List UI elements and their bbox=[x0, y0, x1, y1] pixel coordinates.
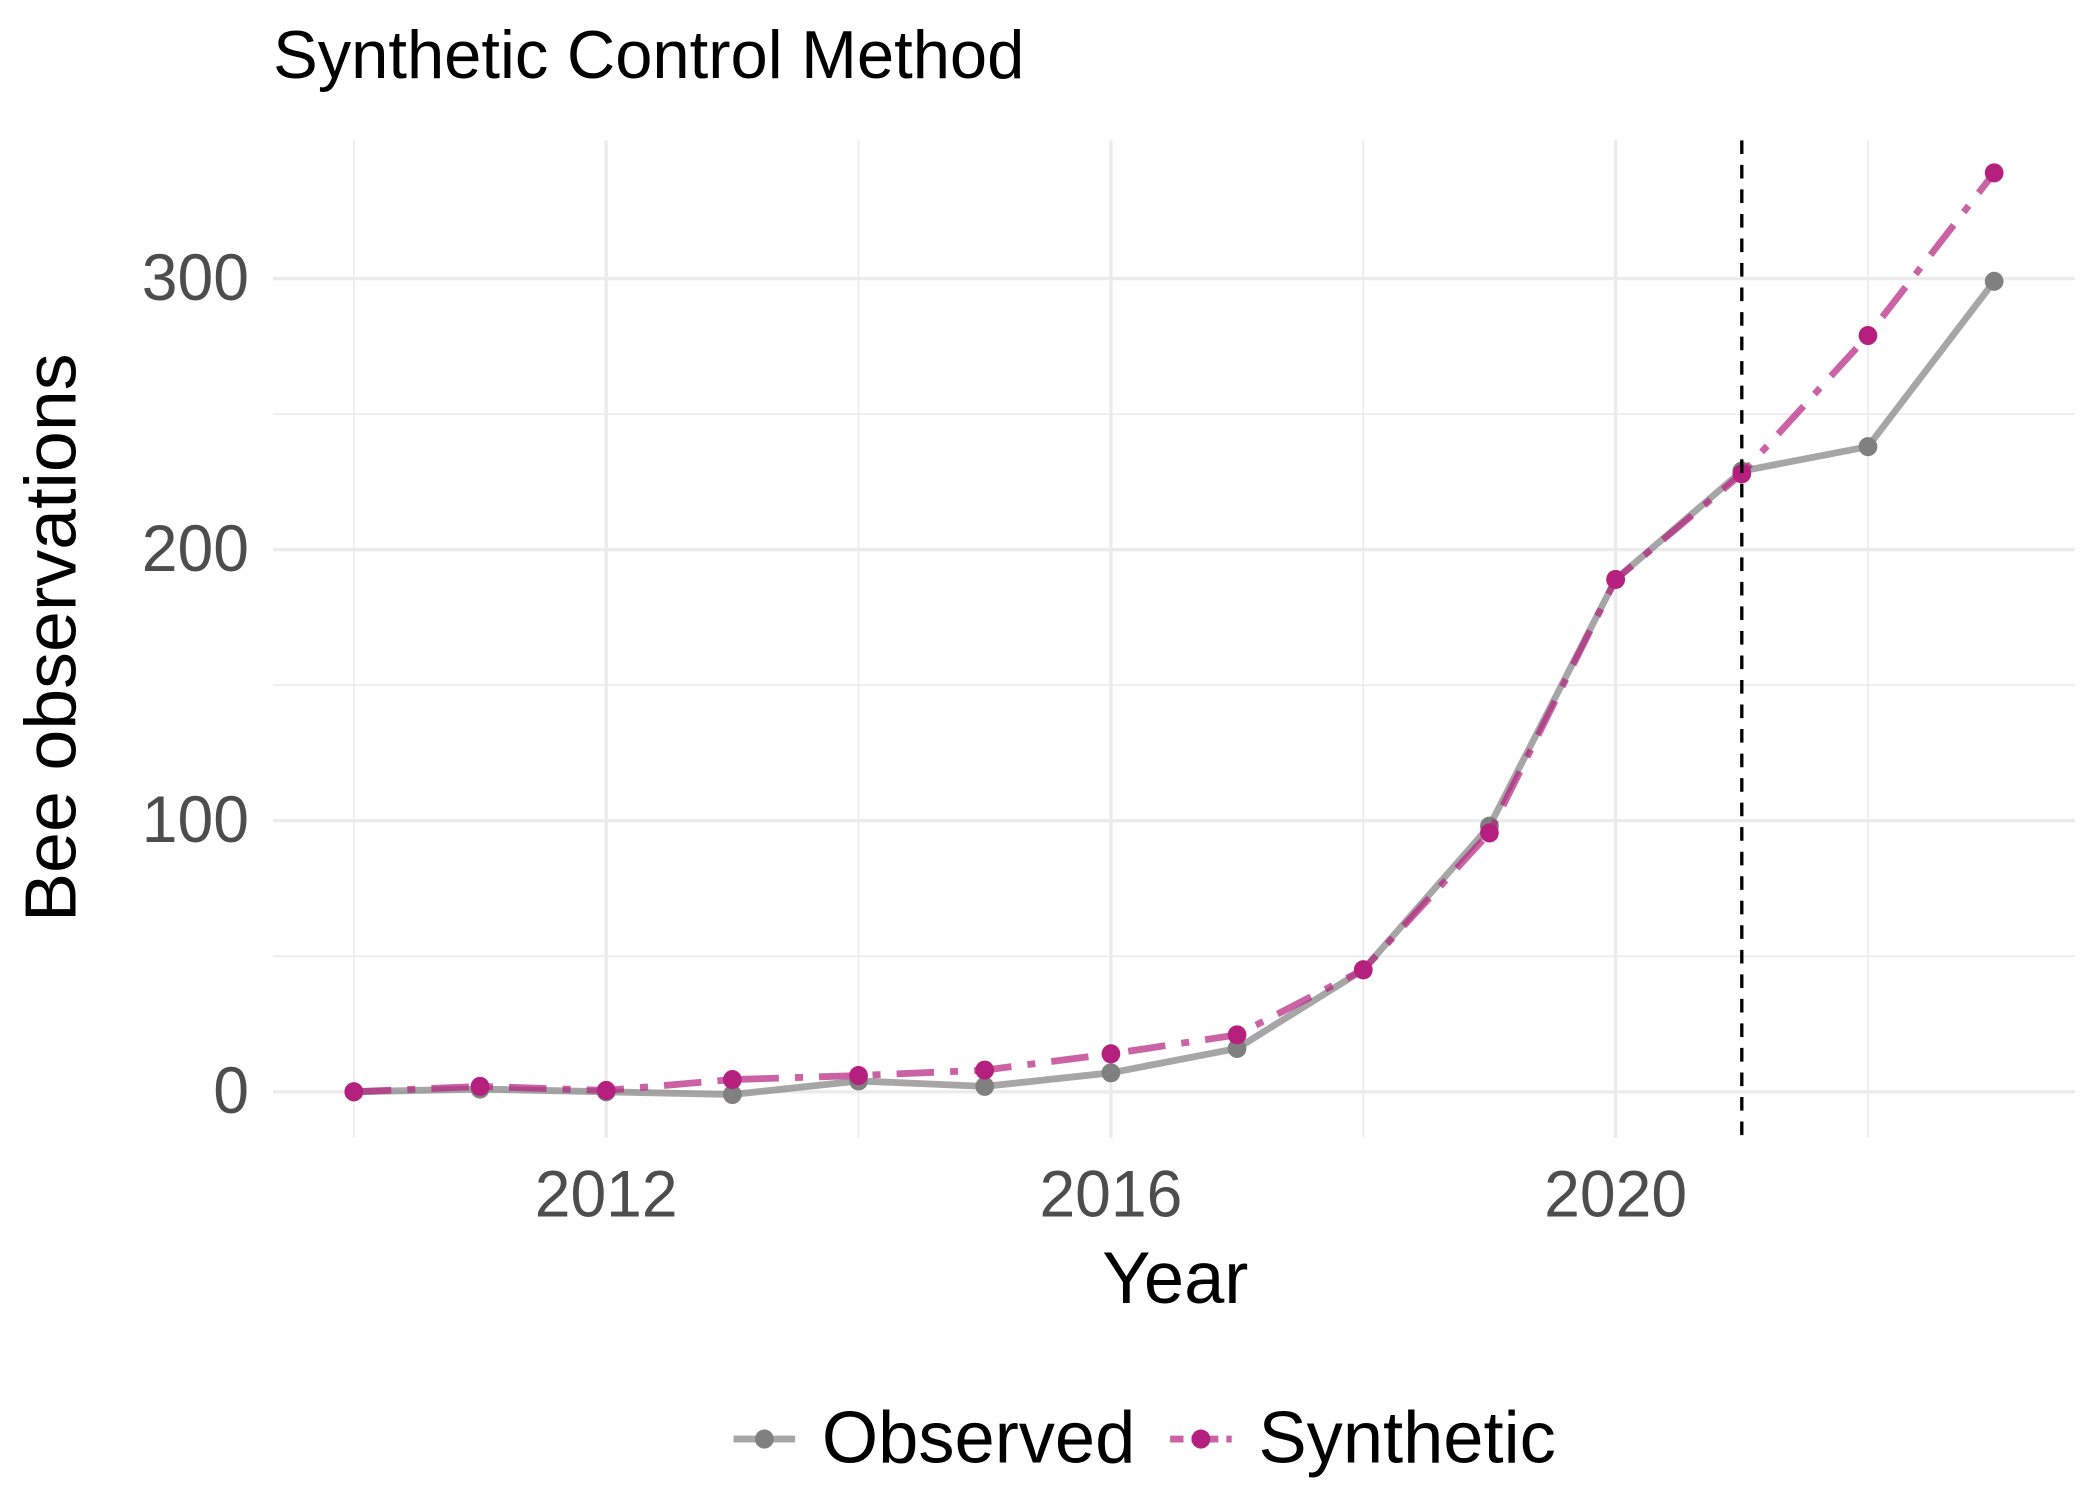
data-point bbox=[1101, 1063, 1121, 1083]
data-point bbox=[1858, 325, 1878, 346]
data-point bbox=[849, 1065, 868, 1086]
legend-key-point bbox=[1191, 1429, 1211, 1449]
data-point bbox=[1227, 1038, 1247, 1058]
series-line bbox=[353, 279, 1997, 1098]
data-point bbox=[1732, 464, 1752, 484]
y-tick-label: 200 bbox=[142, 512, 249, 586]
x-tick-label: 2016 bbox=[1039, 1157, 1182, 1231]
data-point bbox=[975, 1060, 995, 1080]
y-tick-label: 300 bbox=[142, 240, 249, 314]
y-axis-title: Bee observations bbox=[11, 353, 91, 922]
x-tick-label: 2020 bbox=[1544, 1157, 1687, 1231]
x-tick-label: 2012 bbox=[535, 1157, 678, 1231]
data-point bbox=[1984, 271, 2004, 291]
data-point bbox=[1984, 163, 2004, 183]
chart-title: Synthetic Control Method bbox=[273, 17, 1024, 93]
data-point bbox=[1353, 960, 1373, 980]
data-point bbox=[1858, 437, 1878, 457]
series-line bbox=[353, 170, 1997, 1096]
y-tick-label: 100 bbox=[142, 783, 249, 857]
grid bbox=[273, 140, 2075, 1138]
data-point bbox=[723, 1084, 742, 1105]
data-point bbox=[1227, 1025, 1247, 1045]
data-point bbox=[723, 1070, 742, 1090]
data-point bbox=[1480, 823, 1499, 843]
data-point bbox=[1101, 1044, 1121, 1064]
legend-key-point bbox=[754, 1429, 774, 1449]
x-axis-title: Year bbox=[1102, 1238, 1248, 1320]
data-point bbox=[975, 1076, 995, 1096]
legend-label: Synthetic bbox=[1258, 1397, 1555, 1479]
y-tick-label: 0 bbox=[213, 1054, 249, 1128]
data-point bbox=[470, 1076, 490, 1096]
data-point bbox=[1606, 569, 1625, 590]
legend-label: Observed bbox=[822, 1397, 1135, 1479]
data-point bbox=[596, 1080, 616, 1100]
data-point bbox=[344, 1082, 364, 1102]
legend: Observed Synthetic bbox=[733, 1397, 1556, 1479]
